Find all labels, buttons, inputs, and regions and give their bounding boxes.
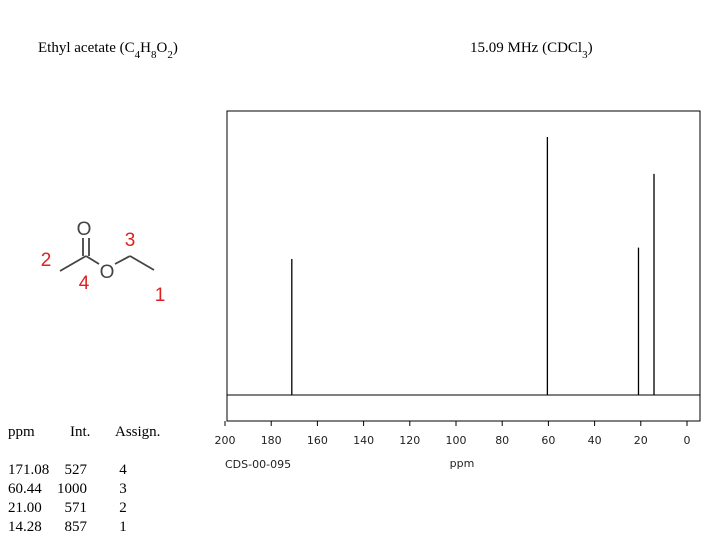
- text-part: ): [588, 40, 593, 56]
- table-cell: 3: [119, 481, 127, 497]
- table-header: Assign.: [115, 424, 160, 440]
- x-tick-label: 0: [684, 434, 691, 447]
- table-cell: 60.44: [8, 481, 42, 497]
- bond: [59, 255, 87, 272]
- x-tick-label: 140: [353, 434, 374, 447]
- text-part: 2: [167, 49, 173, 61]
- text-part: ): [173, 40, 178, 56]
- text-part: 3: [582, 49, 588, 61]
- x-tick-label: 180: [261, 434, 282, 447]
- table-cell: 857: [65, 519, 88, 535]
- bond: [129, 255, 155, 271]
- x-tick-label: 100: [446, 434, 467, 447]
- code-label: CDS-00-095: [225, 458, 291, 471]
- x-tick-label: 60: [541, 434, 555, 447]
- atom-label: O: [100, 262, 115, 283]
- table-cell: 1000: [57, 481, 87, 497]
- x-tick-label: 120: [399, 434, 420, 447]
- x-tick-label: 80: [495, 434, 509, 447]
- table-cell: 171.08: [8, 462, 49, 478]
- table-header: Int.: [70, 424, 90, 440]
- bond: [114, 255, 131, 265]
- text-part: H: [140, 40, 151, 56]
- atom-label: O: [77, 219, 92, 240]
- atom-number: 4: [79, 273, 90, 294]
- x-tick-label: 20: [634, 434, 648, 447]
- table-header: ppm: [8, 424, 35, 440]
- text-part: Ethyl acetate (C: [38, 40, 135, 56]
- x-axis-label: ppm: [450, 457, 475, 470]
- frequency: 15.09 MHz (CDCl3): [470, 40, 593, 61]
- table-cell: 527: [65, 462, 88, 478]
- x-tick-label: 160: [307, 434, 328, 447]
- text-part: 15.09 MHz (CDCl: [470, 40, 582, 56]
- text-part: O: [156, 40, 167, 56]
- table-cell: 21.00: [8, 500, 42, 516]
- text-part: 8: [151, 49, 157, 61]
- title: Ethyl acetate (C4H8O2): [38, 40, 178, 61]
- atom-number: 1: [155, 285, 166, 306]
- table-cell: 571: [65, 500, 88, 516]
- text-part: 4: [135, 49, 141, 61]
- plot-frame: [226, 110, 701, 422]
- x-tick-label: 200: [215, 434, 236, 447]
- molecule: [59, 238, 155, 272]
- table-cell: 14.28: [8, 519, 42, 535]
- x-tick-label: 40: [588, 434, 602, 447]
- table-cell: 1: [119, 519, 127, 535]
- atom-number: 2: [41, 250, 52, 271]
- table-cell: 4: [119, 462, 127, 478]
- atom-number: 3: [125, 230, 136, 251]
- table-cell: 2: [119, 500, 127, 516]
- bond: [85, 255, 100, 265]
